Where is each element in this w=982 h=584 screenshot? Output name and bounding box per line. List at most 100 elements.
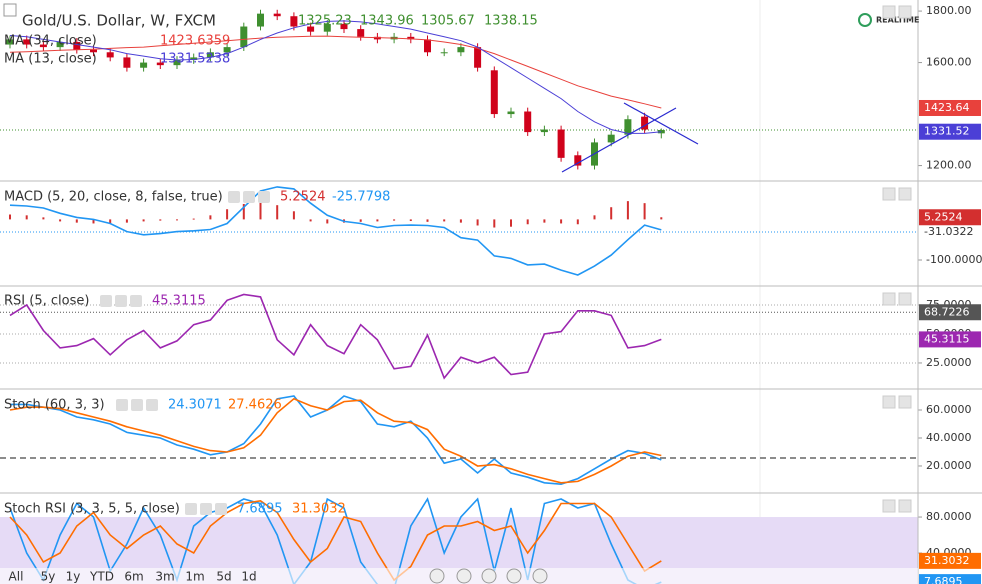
- legend-value: 24.3071: [168, 398, 222, 413]
- chart-title: Gold/U.S. Dollar, W, FXCM: [22, 12, 216, 30]
- candle-body: [273, 13, 281, 17]
- legend-name: MA (13, close): [4, 52, 97, 67]
- histogram-bar: [309, 219, 312, 222]
- range-button[interactable]: 5y: [41, 570, 56, 584]
- y-tick-label: 1200.00: [926, 159, 972, 172]
- histogram-bar: [660, 217, 663, 220]
- range-button[interactable]: 3m: [155, 570, 174, 584]
- pane-setting-icon[interactable]: [115, 295, 127, 307]
- pane-setting-icon[interactable]: [228, 191, 240, 203]
- histogram-bar: [376, 219, 379, 222]
- histogram-bar: [226, 209, 229, 220]
- pane-setting-icon[interactable]: [185, 503, 197, 515]
- pane-setting-icon[interactable]: [131, 399, 143, 411]
- histogram-bar: [209, 215, 212, 220]
- pane-move-button[interactable]: [898, 187, 912, 201]
- candle-body: [340, 23, 348, 30]
- pane-move-button[interactable]: [898, 5, 912, 19]
- pane-move-button[interactable]: [882, 187, 896, 201]
- ohlc-value: 1325.23: [298, 14, 352, 29]
- pane-title: Stoch (60, 3, 3): [4, 398, 105, 413]
- pane-move-button[interactable]: [898, 499, 912, 513]
- pane-title: Stoch RSI (3, 3, 5, 5, close): [4, 502, 180, 517]
- trend-lines: [561, 102, 699, 173]
- nav-button[interactable]: [429, 568, 445, 584]
- candle-body: [607, 134, 615, 143]
- histogram-bar: [643, 203, 646, 220]
- pane-setting-icon[interactable]: [116, 399, 128, 411]
- nav-button[interactable]: [456, 568, 472, 584]
- nav-button[interactable]: [506, 568, 522, 584]
- y-tick-label: 20.0000: [926, 459, 972, 472]
- series-line: [9, 293, 662, 380]
- nav-button[interactable]: [481, 568, 497, 584]
- trend-line[interactable]: [623, 102, 699, 145]
- candle-body: [140, 62, 148, 68]
- histogram-bar: [610, 207, 613, 220]
- legend-value: 45.3115: [152, 294, 206, 309]
- candle-body: [440, 52, 448, 54]
- price-tag-label: 7.6895: [924, 575, 963, 584]
- pane-setting-icon[interactable]: [100, 295, 112, 307]
- pane-setting-icon[interactable]: [243, 191, 255, 203]
- ohlc-value: 1343.96: [360, 14, 414, 29]
- pane-move-button[interactable]: [898, 292, 912, 306]
- histogram-bar: [242, 203, 245, 220]
- price-tag-label: -31.0322: [924, 225, 973, 238]
- pane-setting-icon[interactable]: [146, 399, 158, 411]
- symbol-icon[interactable]: [3, 3, 17, 17]
- pane-setting-icon[interactable]: [200, 503, 212, 515]
- nav-button[interactable]: [532, 568, 548, 584]
- candle-body: [641, 116, 649, 130]
- candle-body: [173, 60, 181, 66]
- series-line: [9, 20, 662, 134]
- candle-body: [424, 39, 431, 53]
- price-tag-label: 68.7226: [924, 305, 970, 318]
- histogram-bar: [560, 219, 563, 224]
- histogram-bar: [409, 219, 412, 222]
- pane-title: RSI (5, close): [4, 294, 89, 309]
- price-tag-label: 45.3115: [924, 332, 970, 345]
- candle-body: [290, 16, 298, 27]
- y-tick-label: 1600.00: [926, 56, 972, 69]
- histogram-bar: [510, 219, 512, 227]
- trend-line[interactable]: [561, 107, 677, 173]
- badge-icon: [858, 13, 872, 27]
- range-button[interactable]: 5d: [216, 570, 231, 584]
- pane-setting-icon[interactable]: [258, 191, 270, 203]
- histogram-bar: [192, 218, 195, 220]
- pane-setting-icon[interactable]: [215, 503, 227, 515]
- candle-body: [106, 52, 114, 58]
- price-tag-label: 5.2524: [924, 210, 963, 223]
- range-button[interactable]: All: [9, 570, 24, 584]
- ohlc-value: 1305.67: [421, 14, 475, 29]
- pane-move-button[interactable]: [882, 499, 896, 513]
- histogram-bar: [42, 217, 45, 220]
- range-button[interactable]: 1y: [66, 570, 81, 584]
- range-button[interactable]: 1m: [185, 570, 204, 584]
- histogram-bar: [359, 219, 362, 222]
- candle-body: [6, 39, 14, 45]
- range-button[interactable]: 1d: [241, 570, 256, 584]
- candle-body: [357, 29, 365, 37]
- candle-body: [540, 129, 548, 133]
- candle-body: [507, 111, 515, 115]
- pane-setting-icon[interactable]: [130, 295, 142, 307]
- pane-move-button[interactable]: [882, 292, 896, 306]
- candle-body: [56, 41, 64, 48]
- pane-move-button[interactable]: [898, 395, 912, 409]
- price-tag: [919, 209, 981, 226]
- candle-body: [23, 39, 31, 45]
- price-tag: [919, 552, 981, 569]
- histogram-bar: [125, 219, 128, 223]
- pane-move-button[interactable]: [882, 395, 896, 409]
- y-tick-label: -100.0000: [926, 253, 982, 266]
- pane-move-button[interactable]: [882, 5, 896, 19]
- range-button[interactable]: 6m: [124, 570, 143, 584]
- candle-body: [474, 47, 482, 68]
- candle-body: [373, 36, 381, 40]
- range-button[interactable]: YTD: [89, 570, 114, 584]
- histogram-bar: [576, 219, 579, 225]
